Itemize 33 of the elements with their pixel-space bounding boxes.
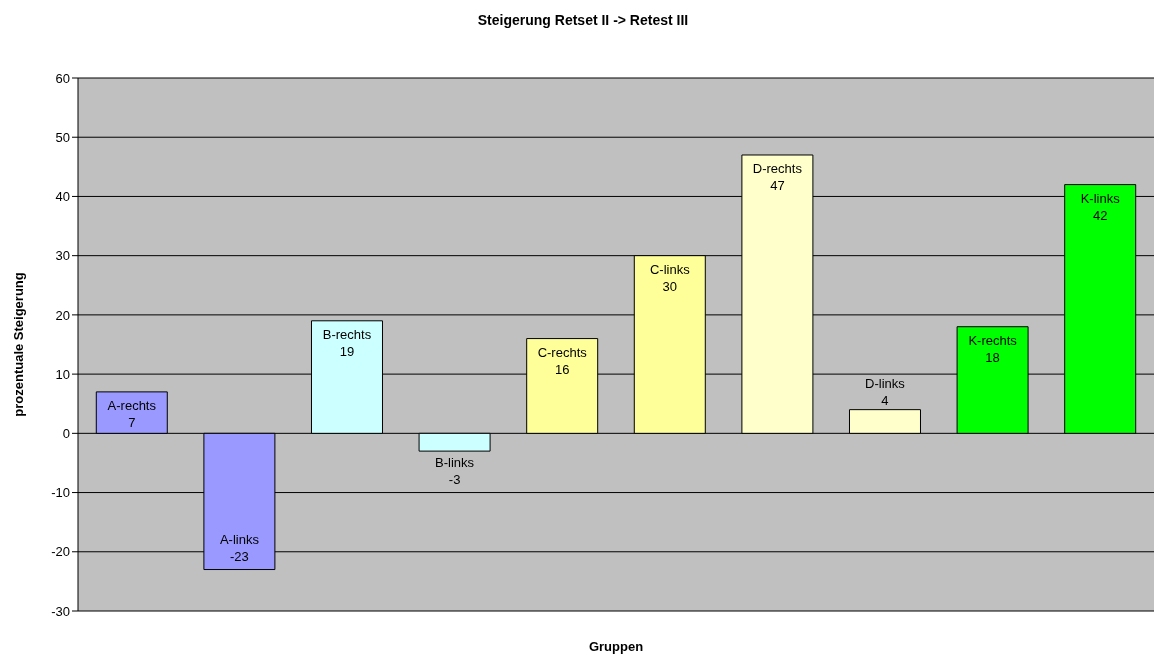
y-tick-label: 50 (55, 129, 70, 145)
y-tick-label: -20 (51, 544, 70, 560)
data-label: 7 (128, 414, 136, 430)
x-tick-label: K-links (1080, 190, 1121, 206)
x-tick-label: B-links (435, 455, 475, 471)
x-tick-label: D-links (865, 375, 906, 391)
y-tick-label: 0 (62, 425, 70, 441)
data-label: 30 (662, 278, 678, 294)
x-axis-title: Gruppen (588, 639, 644, 654)
x-tick-label: D-rechts (752, 160, 803, 176)
y-tick-label: 10 (55, 366, 70, 382)
y-tick-label: 40 (55, 189, 70, 205)
data-label: 4 (881, 392, 889, 408)
y-axis-title: prozentuale Steigerung (10, 272, 26, 417)
x-tick-label: A-links (219, 531, 260, 547)
data-label: -23 (229, 548, 249, 564)
data-label: 18 (985, 349, 1000, 365)
data-label: 42 (1092, 207, 1108, 223)
chart-title: Steigerung Retset II -> Retest III (476, 11, 690, 30)
x-tick-label: C-rechts (537, 344, 588, 360)
y-tick-label: 20 (55, 307, 70, 323)
y-tick-label: 60 (55, 70, 70, 86)
y-tick-label: -30 (51, 603, 70, 619)
x-tick-label: B-rechts (322, 326, 372, 342)
data-label: 47 (770, 177, 785, 193)
data-label: 16 (554, 361, 570, 377)
y-tick-label: 30 (55, 248, 70, 264)
y-tick-label: -10 (51, 485, 70, 501)
data-label: -3 (448, 472, 461, 488)
x-tick-label: A-rechts (107, 397, 157, 413)
data-label: 19 (339, 343, 355, 359)
x-tick-label: C-links (649, 261, 691, 277)
x-tick-label: K-rechts (968, 332, 1018, 348)
